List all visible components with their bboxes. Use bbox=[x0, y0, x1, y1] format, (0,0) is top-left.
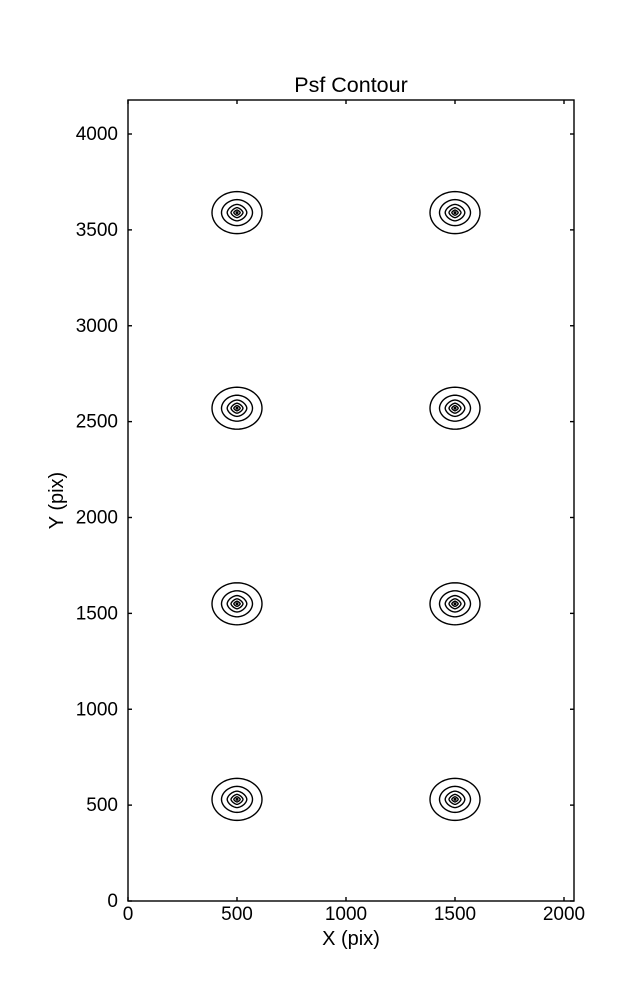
svg-text:4000: 4000 bbox=[76, 124, 118, 145]
svg-text:2000: 2000 bbox=[76, 508, 118, 529]
svg-text:2500: 2500 bbox=[76, 412, 118, 433]
svg-text:1500: 1500 bbox=[76, 603, 118, 624]
svg-text:0: 0 bbox=[123, 904, 134, 925]
svg-text:1500: 1500 bbox=[434, 904, 476, 925]
svg-text:2000: 2000 bbox=[543, 904, 585, 925]
svg-text:1000: 1000 bbox=[325, 904, 367, 925]
svg-text:Psf Contour: Psf Contour bbox=[294, 73, 408, 97]
svg-text:0: 0 bbox=[107, 891, 118, 912]
svg-text:1000: 1000 bbox=[76, 699, 118, 720]
svg-text:Y (pix): Y (pix) bbox=[46, 472, 68, 529]
svg-text:500: 500 bbox=[86, 795, 118, 816]
svg-text:500: 500 bbox=[221, 904, 253, 925]
svg-text:3000: 3000 bbox=[76, 316, 118, 337]
svg-text:3500: 3500 bbox=[76, 220, 118, 241]
svg-text:X (pix): X (pix) bbox=[322, 928, 380, 950]
